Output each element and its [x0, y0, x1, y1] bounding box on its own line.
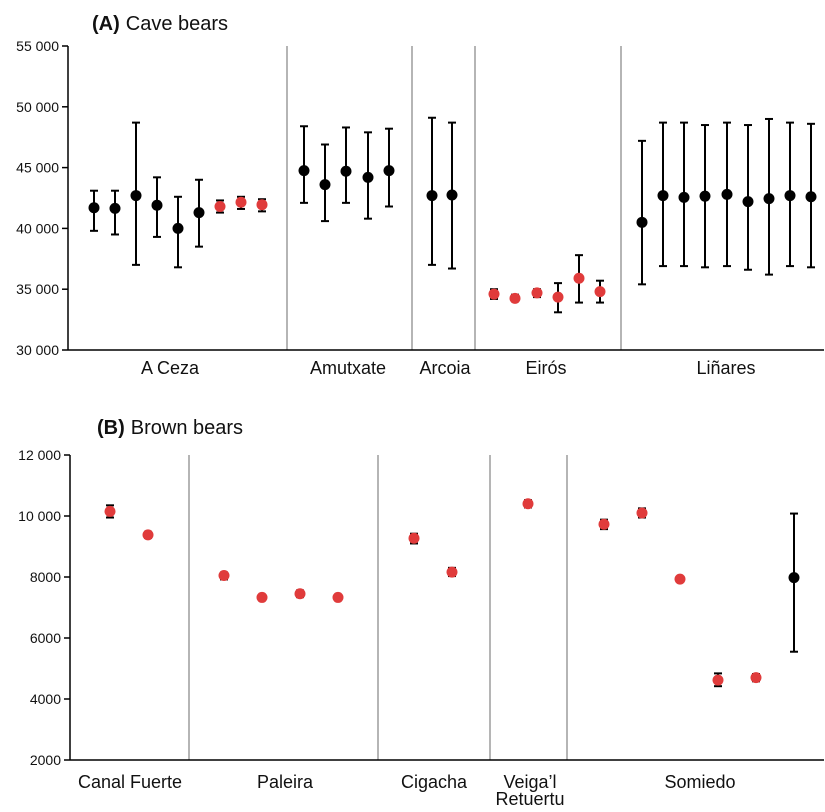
- data-point-black: [109, 202, 121, 214]
- panel-a-y-tick-label: 30 000: [16, 342, 59, 358]
- panel-b-y-tick-label: 12 000: [18, 447, 61, 463]
- data-point-red: [674, 573, 686, 585]
- data-point-black: [383, 165, 395, 177]
- panel-a-y-tick-label: 45 000: [16, 160, 59, 176]
- data-point-red: [218, 569, 230, 581]
- data-point-red: [294, 588, 306, 600]
- data-point-black: [130, 190, 142, 202]
- data-point-black: [636, 216, 648, 228]
- data-point-black: [426, 190, 438, 202]
- data-point-red: [256, 199, 268, 211]
- data-point-red: [594, 286, 606, 298]
- data-point-black: [742, 196, 754, 208]
- panel-b-y-tick-label: 2000: [30, 752, 61, 768]
- data-point-black: [298, 165, 310, 177]
- data-point-red: [636, 507, 648, 519]
- data-point-black: [362, 171, 374, 183]
- data-point-red: [509, 292, 521, 304]
- data-point-black: [678, 191, 690, 203]
- data-point-red: [104, 505, 116, 517]
- panel-a-y-tick-label: 40 000: [16, 220, 59, 236]
- panel-b-group-label: Canal Fuerte: [78, 772, 182, 792]
- data-point-black: [657, 190, 669, 202]
- data-point-red: [598, 518, 610, 530]
- data-point-black: [193, 207, 205, 219]
- panel-b-group-label: Cigacha: [401, 772, 468, 792]
- panel-a-y-tick-label: 35 000: [16, 281, 59, 297]
- data-point-red: [332, 591, 344, 603]
- data-point-red: [573, 272, 585, 284]
- data-point-red: [712, 674, 724, 686]
- data-point-red: [552, 291, 564, 303]
- data-point-red: [488, 288, 500, 300]
- panel-b-title: (B) Brown bears: [97, 417, 243, 439]
- data-point-red: [214, 201, 226, 213]
- data-point-red: [142, 529, 154, 541]
- data-point-black: [721, 188, 733, 200]
- data-point-black: [340, 165, 352, 177]
- data-point-red: [750, 672, 762, 684]
- data-point-red: [531, 287, 543, 299]
- panel-a-letter: (A): [92, 13, 120, 35]
- data-point-black: [446, 189, 458, 201]
- data-point-red: [446, 566, 458, 578]
- panel-a-title: (A) Cave bears: [92, 13, 228, 35]
- data-point-black: [805, 191, 817, 203]
- panel-a-group-label: Liñares: [696, 358, 755, 378]
- data-point-black: [319, 179, 331, 191]
- data-point-red: [522, 498, 534, 510]
- data-point-red: [235, 196, 247, 208]
- panel-a-y-tick-label: 55 000: [16, 38, 59, 54]
- panel-a-plot: 30 000 35 000 40 000 45 000 50 000 55 000 A Ce…: [16, 38, 824, 378]
- panel-b-title-text: Brown bears: [131, 417, 243, 439]
- data-point-black: [88, 202, 100, 214]
- panel-b-y-tick-label: 10 000: [18, 508, 61, 524]
- panel-a-group-label: Eirós: [525, 358, 566, 378]
- data-point-red: [256, 591, 268, 603]
- panel-b-group-label: Paleira: [257, 772, 314, 792]
- panel-b-y-tick-label: 6000: [30, 630, 61, 646]
- panel-b-y-tick-label: 8000: [30, 569, 61, 585]
- data-point-black: [788, 572, 800, 584]
- panel-b-group-label: Somiedo: [664, 772, 735, 792]
- panel-b-group-label: Veiga’l Retuertu: [495, 772, 564, 809]
- panel-b-plot: 2000 4000 6000 8000 10 000 12 000 Canal Fuerte…: [18, 447, 824, 809]
- data-point-black: [784, 190, 796, 202]
- panel-a-group-label: Amutxate: [310, 358, 386, 378]
- panel-b-y-tick-label: 4000: [30, 691, 61, 707]
- panel-a-y-tick-label: 50 000: [16, 99, 59, 115]
- panel-a-title-text: Cave bears: [126, 13, 228, 35]
- data-point-black: [699, 190, 711, 202]
- panel-a-group-label: Arcoia: [419, 358, 471, 378]
- data-point-black: [763, 193, 775, 205]
- data-point-black: [151, 199, 163, 211]
- data-point-black: [172, 222, 184, 234]
- data-point-red: [408, 532, 420, 544]
- panel-a-group-label: A Ceza: [141, 358, 200, 378]
- panel-b-letter: (B): [97, 417, 125, 439]
